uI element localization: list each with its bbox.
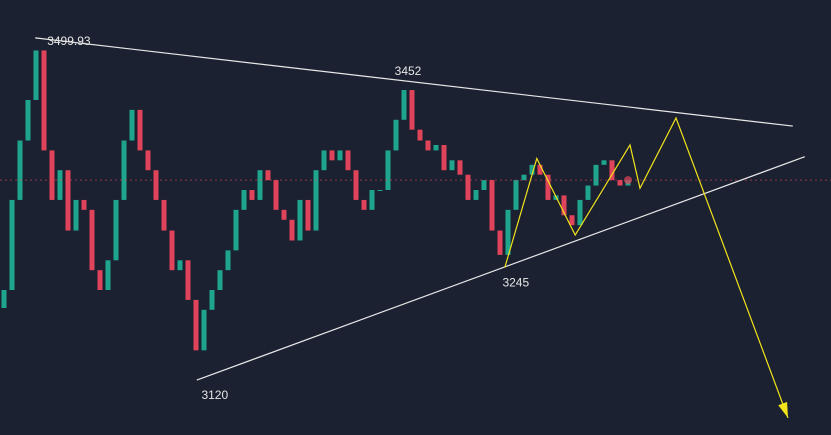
candle-body xyxy=(529,164,535,175)
candle-body xyxy=(617,180,623,186)
candle-body xyxy=(441,145,447,171)
candle-body xyxy=(81,199,87,210)
price-annotation: 3245 xyxy=(502,276,529,290)
candle-body xyxy=(17,140,23,200)
candle-body xyxy=(297,199,303,241)
candle-body xyxy=(369,190,375,210)
candle-body xyxy=(25,99,31,141)
candle-body xyxy=(361,199,367,210)
projection-line xyxy=(504,116,789,419)
candle-body xyxy=(121,140,127,200)
last-price-dot xyxy=(624,176,632,185)
candle-body xyxy=(449,160,455,171)
candle-body xyxy=(313,170,319,231)
candle-body xyxy=(89,209,95,271)
candle-body xyxy=(33,50,39,100)
candle-body xyxy=(481,180,487,191)
candle-body xyxy=(97,270,103,290)
projection-arrowhead xyxy=(778,401,788,418)
candle-body xyxy=(281,209,287,220)
candle-body xyxy=(545,174,551,200)
candle-body xyxy=(321,150,327,171)
candle-body xyxy=(561,195,567,216)
trendline xyxy=(35,37,793,127)
candle-body xyxy=(185,260,191,300)
price-annotation: 3452 xyxy=(395,64,422,78)
candle-body xyxy=(257,170,263,200)
candle-body xyxy=(225,250,231,271)
candle-body xyxy=(537,164,543,175)
candle-body xyxy=(521,174,527,181)
candle-body xyxy=(57,170,63,200)
candle-body xyxy=(337,150,343,161)
candle-body xyxy=(273,180,279,210)
candle-body xyxy=(593,164,599,186)
candle-body xyxy=(9,199,15,290)
candle-body xyxy=(161,199,167,231)
candle-body xyxy=(49,150,55,200)
candle-body xyxy=(345,150,351,171)
candle-body xyxy=(217,270,223,290)
candle-body xyxy=(265,170,271,181)
candle-body xyxy=(497,230,503,255)
candle-body xyxy=(489,180,495,231)
price-annotation: 3120 xyxy=(201,388,228,402)
candle-body xyxy=(457,160,463,175)
candle-body xyxy=(193,299,199,351)
candle-body xyxy=(1,290,7,309)
candle-body xyxy=(401,90,407,120)
candle-body xyxy=(601,160,607,165)
candle-body xyxy=(305,199,311,231)
candle-body xyxy=(41,50,47,151)
candle-body xyxy=(329,150,335,161)
candle-body xyxy=(409,90,415,130)
trendline xyxy=(196,156,806,381)
candle-body xyxy=(145,150,151,171)
candle-body xyxy=(513,180,519,210)
candle-body xyxy=(433,145,439,151)
candle-body xyxy=(201,309,207,351)
candle-body xyxy=(577,199,583,226)
candle-body xyxy=(169,230,175,271)
candle-body xyxy=(73,199,79,231)
candle-body xyxy=(585,185,591,200)
candle-body xyxy=(417,129,423,141)
candle-body xyxy=(153,170,159,200)
price-annotation: 3499.93 xyxy=(47,34,91,48)
candle-body xyxy=(233,209,239,251)
candle-body xyxy=(209,290,215,310)
candle-body xyxy=(249,190,255,200)
candle-body xyxy=(377,190,383,192)
candle-body xyxy=(569,215,575,226)
candle-body xyxy=(289,219,295,241)
candle-body xyxy=(465,174,471,200)
candle-body xyxy=(393,119,399,151)
candle-body xyxy=(177,260,183,271)
candle-body xyxy=(505,209,511,255)
candle-body xyxy=(129,109,135,141)
candle-body xyxy=(137,109,143,151)
candle-body xyxy=(473,190,479,200)
candle-body xyxy=(385,150,391,191)
candle-body xyxy=(425,140,431,151)
candle-body xyxy=(241,190,247,210)
candle-body xyxy=(113,199,119,261)
candle-body xyxy=(609,160,615,181)
candle-body xyxy=(353,170,359,200)
candle-body xyxy=(65,170,71,231)
candle-body xyxy=(105,260,111,290)
